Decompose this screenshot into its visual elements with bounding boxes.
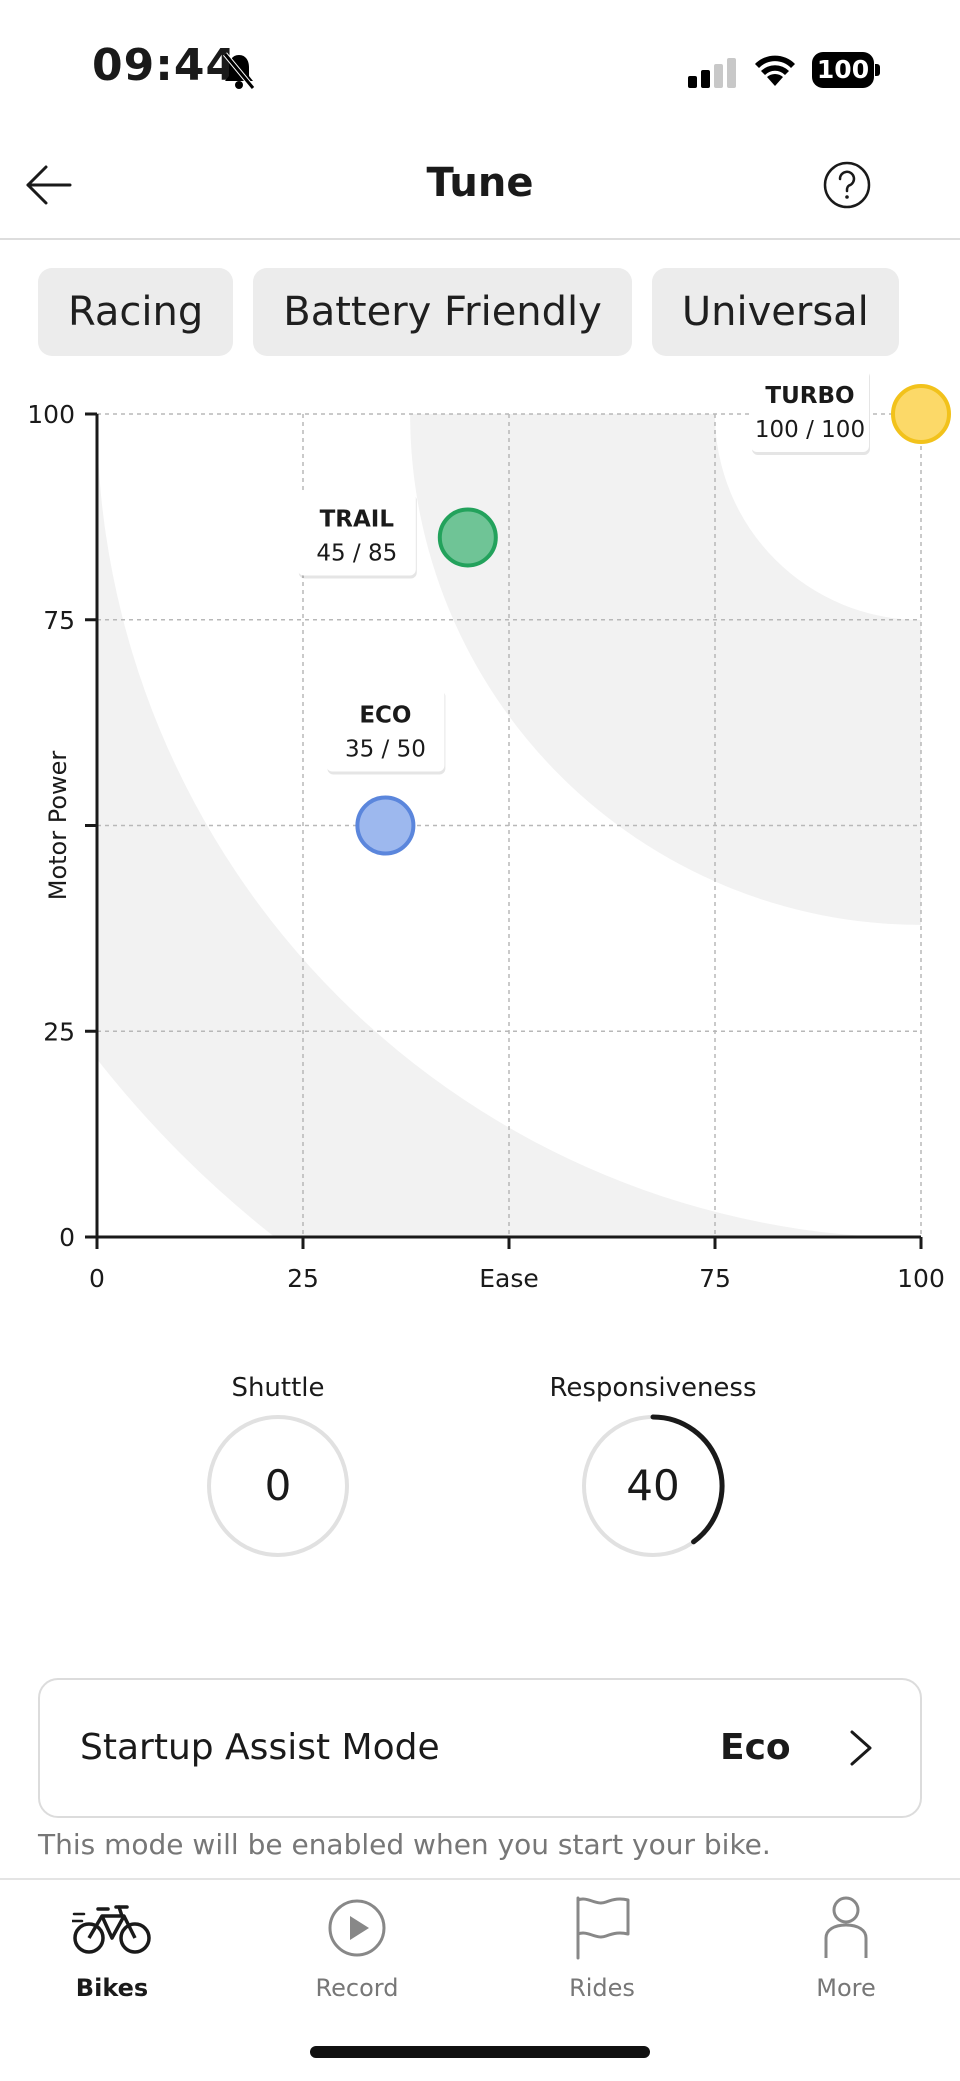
x-axis-title: Ease xyxy=(479,1264,539,1293)
nav-label-more: More xyxy=(816,1974,876,2002)
preset-chip-universal[interactable]: Universal xyxy=(651,268,899,356)
header: Tune xyxy=(0,140,960,240)
bike-icon xyxy=(72,1905,151,1954)
play-circle-icon xyxy=(328,1899,386,1957)
chevron-right-icon xyxy=(850,1730,872,1766)
mode-callout-turbo: TURBO 100 / 100 xyxy=(751,368,870,455)
nav-label-record: Record xyxy=(315,1974,399,2002)
status-time: 09:44 xyxy=(92,40,238,91)
x-tick-label: 25 xyxy=(287,1264,319,1293)
startup-assist-label: Startup Assist Mode xyxy=(80,1727,440,1768)
callout-mode-name: TRAIL xyxy=(320,506,395,532)
wifi-icon xyxy=(755,55,795,86)
responsiveness-dial-group: Responsiveness 40 xyxy=(533,1370,773,1570)
callout-box xyxy=(751,368,869,452)
flag-icon xyxy=(576,1896,630,1960)
preset-chips: Racing Battery Friendly Universal xyxy=(38,268,899,356)
x-tick-label: 75 xyxy=(699,1264,731,1293)
cellular-signal-icon xyxy=(688,58,736,88)
shuttle-dial[interactable]: 0 xyxy=(206,1414,350,1558)
y-tick-label: 75 xyxy=(43,606,75,635)
responsiveness-label: Responsiveness xyxy=(549,1373,757,1403)
nav-item-record[interactable]: Record xyxy=(257,1896,457,2016)
callout-box xyxy=(297,491,416,576)
startup-assist-card[interactable]: Startup Assist Mode Eco xyxy=(38,1678,922,1818)
mode-point-trail[interactable] xyxy=(437,507,498,568)
back-arrow-icon[interactable] xyxy=(24,160,74,210)
responsiveness-dial-ring xyxy=(582,1414,725,1557)
status-bar: 09:44 100 xyxy=(0,0,960,140)
zone-band-2 xyxy=(97,414,882,1237)
callout-mode-values: 45 / 85 xyxy=(316,540,397,566)
shuttle-dial-ring xyxy=(207,1415,349,1557)
shuttle-label: Shuttle xyxy=(231,1373,325,1403)
bell-muted-icon xyxy=(223,52,255,90)
preset-chip-racing[interactable]: Racing xyxy=(38,268,234,356)
tune-chart[interactable]: 0 25 75 100 Motor Power 0 25 Ease 75 100 TURBO 100 … xyxy=(0,360,960,1320)
nav-item-bikes[interactable]: Bikes xyxy=(12,1896,212,2016)
callout-mode-values: 35 / 50 xyxy=(345,737,426,763)
battery-tip xyxy=(875,64,880,76)
mode-point-turbo[interactable] xyxy=(891,384,951,444)
shuttle-value: 0 xyxy=(264,1461,292,1510)
zone-band-1 xyxy=(410,414,921,925)
nav-item-more[interactable]: More xyxy=(746,1896,946,2016)
nav-label-rides: Rides xyxy=(569,1974,635,2002)
person-icon xyxy=(824,1896,868,1958)
callout-mode-values: 100 / 100 xyxy=(755,417,865,443)
callout-mode-name: ECO xyxy=(359,703,411,729)
callout-box xyxy=(326,687,445,772)
y-tick-label: 25 xyxy=(43,1017,75,1046)
nav-item-rides[interactable]: Rides xyxy=(502,1896,702,2016)
preset-chip-battery-friendly[interactable]: Battery Friendly xyxy=(253,268,632,356)
battery-level: 100 xyxy=(812,52,874,88)
battery-indicator: 100 xyxy=(812,52,880,88)
x-tick-label: 0 xyxy=(89,1264,105,1293)
help-icon[interactable] xyxy=(822,160,872,210)
responsiveness-dial-arc xyxy=(650,1414,725,1545)
nav-label-bikes: Bikes xyxy=(75,1974,149,2002)
mode-callout-eco: ECO 35 / 50 xyxy=(326,687,446,775)
responsiveness-value: 40 xyxy=(626,1461,680,1510)
home-indicator xyxy=(310,2046,650,2058)
startup-assist-value: Eco xyxy=(720,1727,791,1768)
callout-mode-name: TURBO xyxy=(765,383,854,409)
y-tick-label: 100 xyxy=(27,400,75,429)
y-axis-title: Motor Power xyxy=(44,751,72,901)
shuttle-dial-group: Shuttle 0 xyxy=(158,1370,398,1570)
mode-point-eco[interactable] xyxy=(355,795,416,856)
x-tick-label: 100 xyxy=(897,1264,945,1293)
mode-callout-trail: TRAIL 45 / 85 xyxy=(297,491,417,579)
startup-assist-hint: This mode will be enabled when you start… xyxy=(38,1828,771,1861)
page-title: Tune xyxy=(426,160,534,206)
y-tick-label: 0 xyxy=(59,1223,75,1252)
responsiveness-dial[interactable]: 40 xyxy=(581,1414,725,1558)
